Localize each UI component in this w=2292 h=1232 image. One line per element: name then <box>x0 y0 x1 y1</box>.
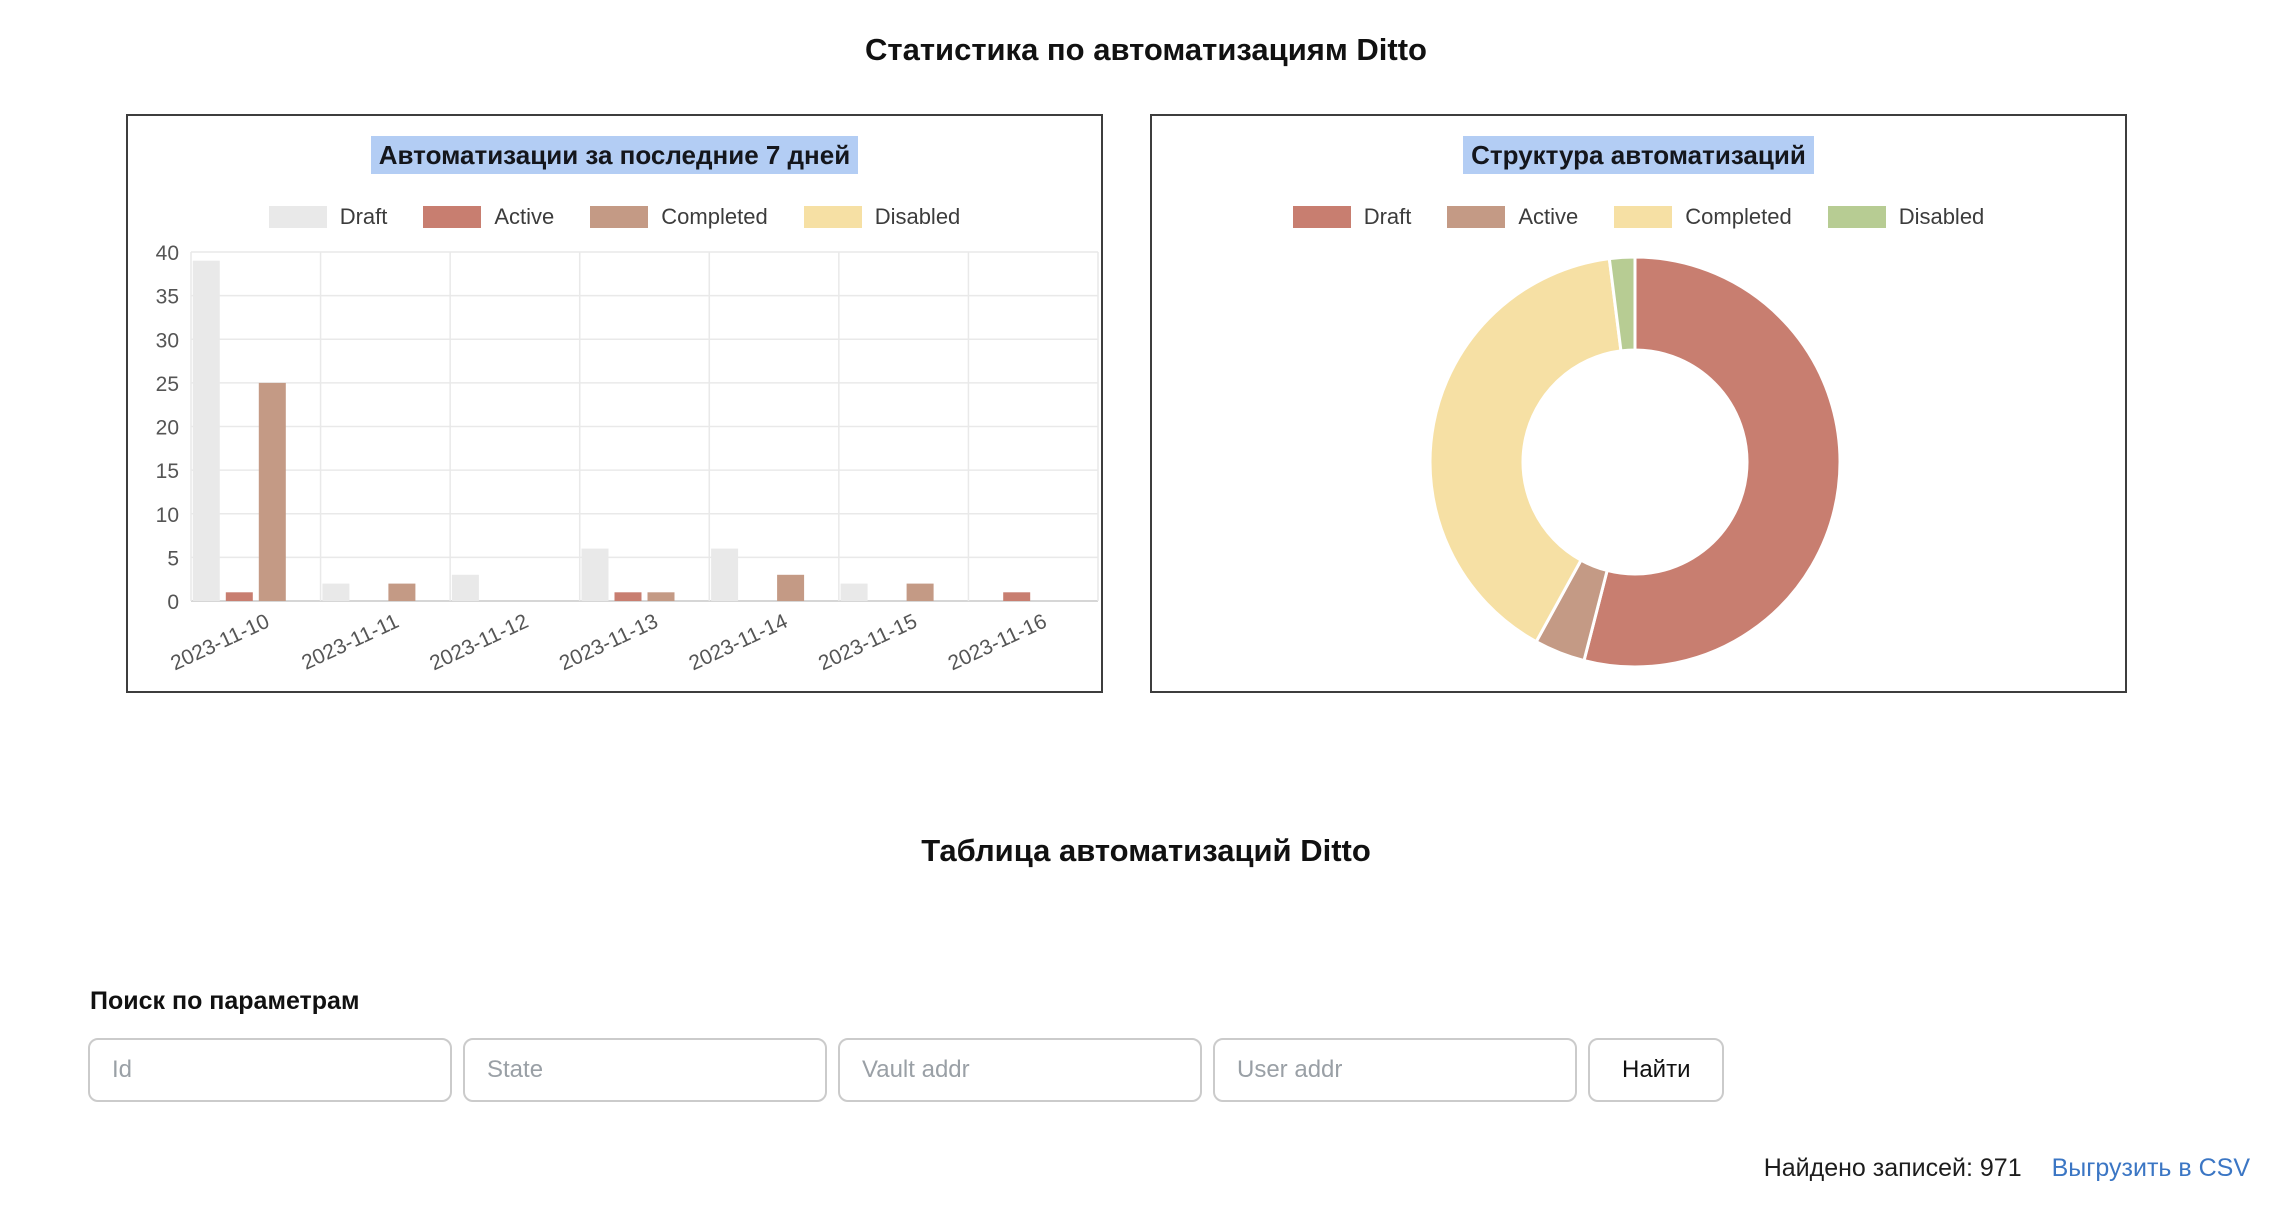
x-tick-label: 2023-11-15 <box>815 610 921 676</box>
bar-completed-2023-11-14 <box>777 574 805 601</box>
legend-item-completed[interactable]: Completed <box>590 204 768 230</box>
bar-active-2023-11-13 <box>614 592 642 601</box>
legend-swatch-active <box>1447 206 1506 228</box>
donut-chart <box>1428 255 1842 669</box>
bar-chart-legend: Draft Active Completed Disabled <box>128 204 1101 230</box>
y-tick-label: 15 <box>156 460 179 483</box>
legend-item-disabled[interactable]: Disabled <box>1827 204 1985 230</box>
y-tick-label: 40 <box>156 242 179 265</box>
x-tick-label: 2023-11-11 <box>298 610 402 675</box>
records-found-text: Найдено записей: 971 <box>1763 1154 2022 1182</box>
bar-chart: 0 5 10 15 20 25 30 35 40 2023-11-10 2023-11-11 2023… <box>156 242 1099 676</box>
donut-segment-draft <box>1582 255 1842 669</box>
bar-draft-2023-11-10 <box>192 260 220 601</box>
donut-chart-title-highlight: Структура автоматизаций <box>1463 136 1814 174</box>
y-tick-label: 5 <box>167 547 179 570</box>
table-section-title: Таблица автоматизаций Ditto <box>921 833 1371 868</box>
y-tick-label: 30 <box>156 329 179 352</box>
donut-chart-title: Структура автоматизаций <box>1152 136 2125 174</box>
bar-active-2023-11-16 <box>1003 592 1031 601</box>
search-row: Найти <box>88 1038 2292 1102</box>
donut-chart-legend: Draft Active Completed Disabled <box>1152 204 2125 230</box>
legend-label: Draft <box>339 204 388 229</box>
bar-draft-2023-11-12 <box>451 574 479 601</box>
bar-draft-2023-11-15 <box>840 583 868 601</box>
bar-draft-2023-11-13 <box>581 548 609 601</box>
x-tick-label: 2023-11-12 <box>426 610 532 676</box>
records-row: Найдено записей: 971 Выгрузить в CSV <box>0 1154 2250 1183</box>
id-input[interactable] <box>88 1038 452 1102</box>
legend-item-disabled[interactable]: Disabled <box>803 204 961 230</box>
y-tick-label: 10 <box>156 504 179 527</box>
legend-label: Active <box>1518 204 1579 229</box>
legend-swatch-completed <box>590 206 649 228</box>
legend-item-draft[interactable]: Draft <box>268 204 388 230</box>
legend-label: Completed <box>1685 204 1792 229</box>
y-tick-label: 25 <box>156 373 179 396</box>
y-tick-label: 0 <box>167 591 179 614</box>
legend-label: Completed <box>661 204 768 229</box>
legend-swatch-completed <box>1614 206 1673 228</box>
bar-active-2023-11-10 <box>225 592 253 601</box>
x-tick-label: 2023-11-14 <box>686 610 792 676</box>
donut-chart-panel: Структура автоматизаций Draft Active Compl… <box>1150 114 2127 693</box>
legend-label: Disabled <box>874 204 961 229</box>
donut-segment-completed <box>1428 256 1623 644</box>
legend-item-draft[interactable]: Draft <box>1292 204 1412 230</box>
x-tick-label: 2023-11-13 <box>556 610 662 676</box>
legend-label: Active <box>494 204 555 229</box>
legend-item-completed[interactable]: Completed <box>1614 204 1792 230</box>
x-tick-label: 2023-11-10 <box>167 610 273 676</box>
legend-label: Disabled <box>1898 204 1985 229</box>
bar-completed-2023-11-15 <box>906 583 934 601</box>
legend-swatch-active <box>423 206 482 228</box>
legend-swatch-disabled <box>803 206 862 228</box>
search-button[interactable]: Найти <box>1588 1038 1725 1102</box>
legend-item-active[interactable]: Active <box>423 204 554 230</box>
search-params-label: Поиск по параметрам <box>90 987 360 1015</box>
vault-addr-input[interactable] <box>838 1038 1202 1102</box>
bar-draft-2023-11-11 <box>322 583 350 601</box>
bar-completed-2023-11-11 <box>388 583 416 601</box>
legend-item-active[interactable]: Active <box>1447 204 1578 230</box>
state-input[interactable] <box>463 1038 827 1102</box>
bar-chart-panel: Автоматизации за последние 7 дней Draft A… <box>126 114 1103 693</box>
user-addr-input[interactable] <box>1213 1038 1577 1102</box>
donut-segment-disabled <box>1607 255 1637 353</box>
y-tick-label: 20 <box>156 417 179 440</box>
export-csv-link[interactable]: Выгрузить в CSV <box>2051 1154 2250 1182</box>
legend-swatch-draft <box>268 206 327 228</box>
bar-completed-2023-11-10 <box>258 382 286 601</box>
bar-draft-2023-11-14 <box>711 548 739 601</box>
legend-label: Draft <box>1363 204 1412 229</box>
x-tick-label: 2023-11-16 <box>945 610 1051 676</box>
bar-chart-title: Автоматизации за последние 7 дней <box>128 136 1101 174</box>
page-title: Статистика по автоматизациям Ditto <box>865 32 1427 67</box>
bar-completed-2023-11-13 <box>647 592 675 601</box>
legend-swatch-disabled <box>1827 206 1886 228</box>
y-tick-label: 35 <box>156 286 179 309</box>
charts-row: Автоматизации за последние 7 дней Draft A… <box>126 114 2292 693</box>
legend-swatch-draft <box>1292 206 1351 228</box>
bar-chart-title-highlight: Автоматизации за последние 7 дней <box>370 136 859 174</box>
